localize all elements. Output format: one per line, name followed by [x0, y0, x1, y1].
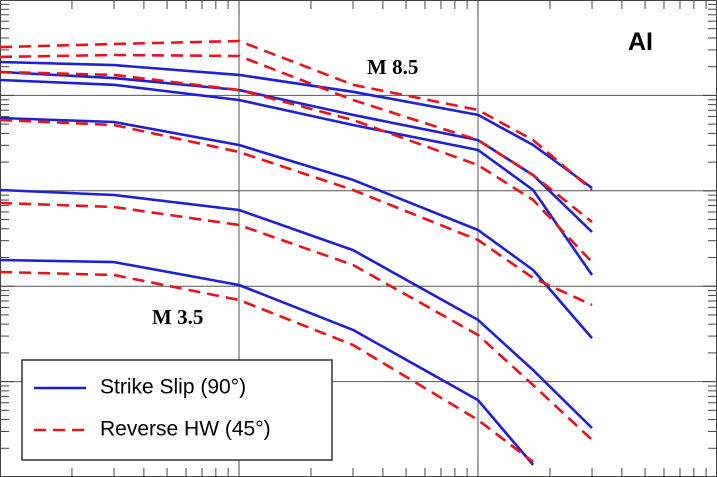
curve: [0, 70, 593, 263]
panel-label: AI: [628, 28, 653, 56]
annotation: M 8.5: [367, 55, 418, 79]
curve: [0, 270, 534, 463]
annotation: M 3.5: [152, 305, 203, 329]
legend-label: Reverse HW (45°): [100, 418, 271, 441]
legend: Strike Slip (90°) Reverse HW (45°): [21, 359, 333, 461]
curve: [0, 188, 593, 429]
curve: [0, 116, 593, 339]
curve: [0, 258, 535, 466]
curve: [0, 60, 593, 190]
curve: [0, 118, 593, 307]
curve: [0, 201, 593, 441]
curve: [0, 53, 593, 224]
legend-label: Strike Slip (90°): [100, 376, 246, 399]
legend-box: [21, 359, 333, 461]
curve: [0, 39, 593, 191]
curve: [0, 78, 594, 276]
